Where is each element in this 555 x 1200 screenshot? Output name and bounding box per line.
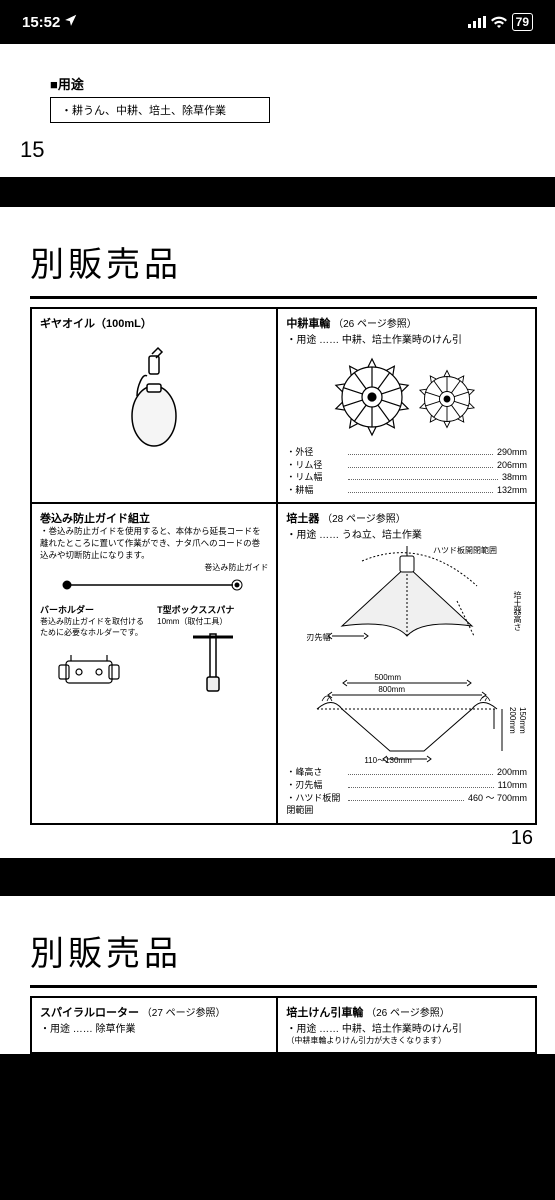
ridger-usage: ・用途 …… うね立、培土作業 — [286, 526, 527, 541]
spec-row: ・耕幅 132mm — [286, 484, 527, 497]
diag-blade-label: 刃先幅 — [306, 632, 330, 643]
diag-middle-label: 培土器高さ — [512, 591, 523, 631]
cell-guide: 巻込み防止ガイド組立 ・巻込み防止ガイドを使用すると、本体から延長コードを離れた… — [31, 503, 277, 823]
tow-note: （中耕車輪よりけん引力が大きくなります） — [286, 1035, 527, 1046]
spec-row: ・リム幅 38mm — [286, 471, 527, 484]
spec-row: ・刃先幅 110mm — [286, 779, 527, 792]
spec-row: ・峰高さ 200mm — [286, 766, 527, 779]
diag-w110: 110～130mm — [364, 755, 411, 766]
spec-key: ・外径 — [286, 446, 344, 459]
ios-status-bar: 15:52 79 — [0, 0, 555, 44]
spec-dots — [348, 459, 493, 468]
usage-box: ・耕うん、中耕、培土、除草作業 — [50, 97, 270, 123]
page-17-title: 別販売品 — [30, 926, 537, 981]
spiral-title: スパイラルローター — [40, 1007, 139, 1019]
cellular-icon — [468, 16, 486, 28]
accessory-grid-2: スパイラルローター （27 ページ参照） ・用途 …… 除草作業 培土けん引車輪… — [30, 996, 537, 1054]
status-time: 15:52 — [22, 14, 60, 31]
wheel-specs: ・外径 290mm ・リム径 206mm ・リム幅 38mm ・耕幅 132mm — [286, 446, 527, 496]
spec-dots — [348, 471, 498, 480]
spec-row: ・リム径 206mm — [286, 459, 527, 472]
spec-dots — [348, 446, 493, 455]
diag-w500: 500mm — [374, 673, 401, 682]
guide-label: 巻込み防止ガイド — [40, 562, 268, 573]
spiral-ref: （27 ページ参照） — [142, 1008, 226, 1019]
spiral-usage: ・用途 …… 除草作業 — [40, 1020, 268, 1035]
spec-dots — [348, 484, 493, 493]
spec-row: ・外径 290mm — [286, 446, 527, 459]
page-16-title: 別販売品 — [30, 237, 537, 292]
spec-row: ・ハツド板開閉範囲 460 ～ 700mm — [286, 792, 527, 817]
diag-h150: 150mm — [518, 707, 527, 734]
spec-dots — [348, 766, 493, 775]
diag-w800: 800mm — [378, 685, 405, 694]
page-gap-thin — [0, 858, 555, 866]
spec-key: ・耕幅 — [286, 484, 344, 497]
tow-title: 培土けん引車輪 — [286, 1007, 363, 1019]
spec-key: ・刃先幅 — [286, 779, 344, 792]
accessory-grid: ギヤオイル（100mL） 中耕車輪 （26 ページ参照） ・用途 …… 中耕、培… — [30, 307, 537, 825]
bar-holder-desc: 巻込み防止ガイドを取付けるために必要なホルダーです。 — [40, 616, 151, 638]
guide-desc: ・巻込み防止ガイドを使用すると、本体から延長コードを離れたところに置いて作業がで… — [40, 526, 268, 562]
wheel-usage: ・用途 …… 中耕、培土作業時のけん引 — [286, 331, 527, 346]
wheel-title: 中耕車輪 — [286, 318, 330, 330]
spec-key: ・リム径 — [286, 459, 344, 472]
spec-val: 200mm — [497, 766, 527, 779]
spec-key: ・リム幅 — [286, 471, 344, 484]
usage-heading: ■用途 — [50, 74, 505, 93]
page-number-15: 15 — [0, 133, 555, 177]
wheel-illustration — [286, 346, 527, 446]
spec-key: ・峰高さ — [286, 766, 344, 779]
cell-tow-wheel: 培土けん引車輪 （26 ページ参照） ・用途 …… 中耕、培土作業時のけん引 （… — [277, 997, 536, 1053]
guide-rod-illustration — [40, 573, 268, 597]
spec-val: 206mm — [497, 459, 527, 472]
spec-dots — [348, 779, 493, 788]
page-17-fragment: 別販売品 スパイラルローター （27 ページ参照） ・用途 …… 除草作業 培土… — [0, 896, 555, 1054]
ridger-specs: ・峰高さ 200mm ・刃先幅 110mm ・ハツド板開閉範囲 460 ～ 700mm — [286, 766, 527, 816]
guide-title: 巻込み防止ガイド組立 — [40, 510, 268, 526]
title-rule — [30, 296, 537, 299]
page-number-16: 16 — [30, 825, 537, 850]
status-left: 15:52 — [22, 13, 78, 31]
wifi-icon — [491, 16, 507, 28]
battery-indicator: 79 — [512, 13, 533, 31]
diag-board-label: ハツド板開閉範囲 — [433, 545, 497, 556]
ridger-title: 培土器 — [286, 513, 319, 525]
gear-oil-illustration — [40, 331, 268, 481]
spec-val: 110mm — [498, 779, 527, 792]
tow-usage: ・用途 …… 中耕、培土作業時のけん引 — [286, 1020, 527, 1035]
spec-val: 132mm — [497, 484, 527, 497]
bar-holder-illustration — [40, 638, 151, 703]
cell-ridger: 培土器 （28 ページ参照） ・用途 …… うね立、培土作業 ハツド板開閉範囲 … — [277, 503, 536, 823]
spec-val: 460 ～ 700mm — [468, 792, 527, 817]
furrow-diagram: 500mm 800mm 110～130mm 150mm 200mm — [286, 671, 527, 766]
cell-spiral: スパイラルローター （27 ページ参照） ・用途 …… 除草作業 — [31, 997, 277, 1053]
bar-holder-title: バーホルダー — [40, 603, 151, 616]
title-rule-2 — [30, 985, 537, 988]
tow-ref: （26 ページ参照） — [366, 1008, 450, 1019]
spanner-title: T型ボックススパナ — [157, 603, 268, 616]
cell-gear-oil: ギヤオイル（100mL） — [31, 308, 277, 503]
location-icon — [64, 13, 78, 31]
spec-val: 290mm — [497, 446, 527, 459]
diag-h200: 200mm — [508, 707, 517, 734]
spanner-illustration — [157, 627, 268, 692]
page-gap-2 — [0, 866, 555, 896]
cell-wheel: 中耕車輪 （26 ページ参照） ・用途 …… 中耕、培土作業時のけん引 — [277, 308, 536, 503]
spec-val: 38mm — [502, 471, 527, 484]
ridger-ref: （28 ページ参照） — [322, 514, 406, 525]
status-right: 79 — [468, 13, 533, 31]
ridger-illustration: ハツド板開閉範囲 刃先幅 培土器高さ — [286, 541, 527, 671]
wheel-ref: （26 ページ参照） — [333, 319, 417, 330]
page-gap — [0, 177, 555, 207]
gear-oil-title: ギヤオイル（100mL） — [40, 315, 268, 331]
spec-key: ・ハツド板開閉範囲 — [286, 792, 344, 817]
page-15-fragment: ■用途 ・耕うん、中耕、培土、除草作業 15 — [0, 44, 555, 177]
spec-dots — [348, 792, 464, 801]
page-16: 別販売品 ギヤオイル（100mL） 中耕車輪 （26 ページ参照） ・用途 — [0, 207, 555, 858]
